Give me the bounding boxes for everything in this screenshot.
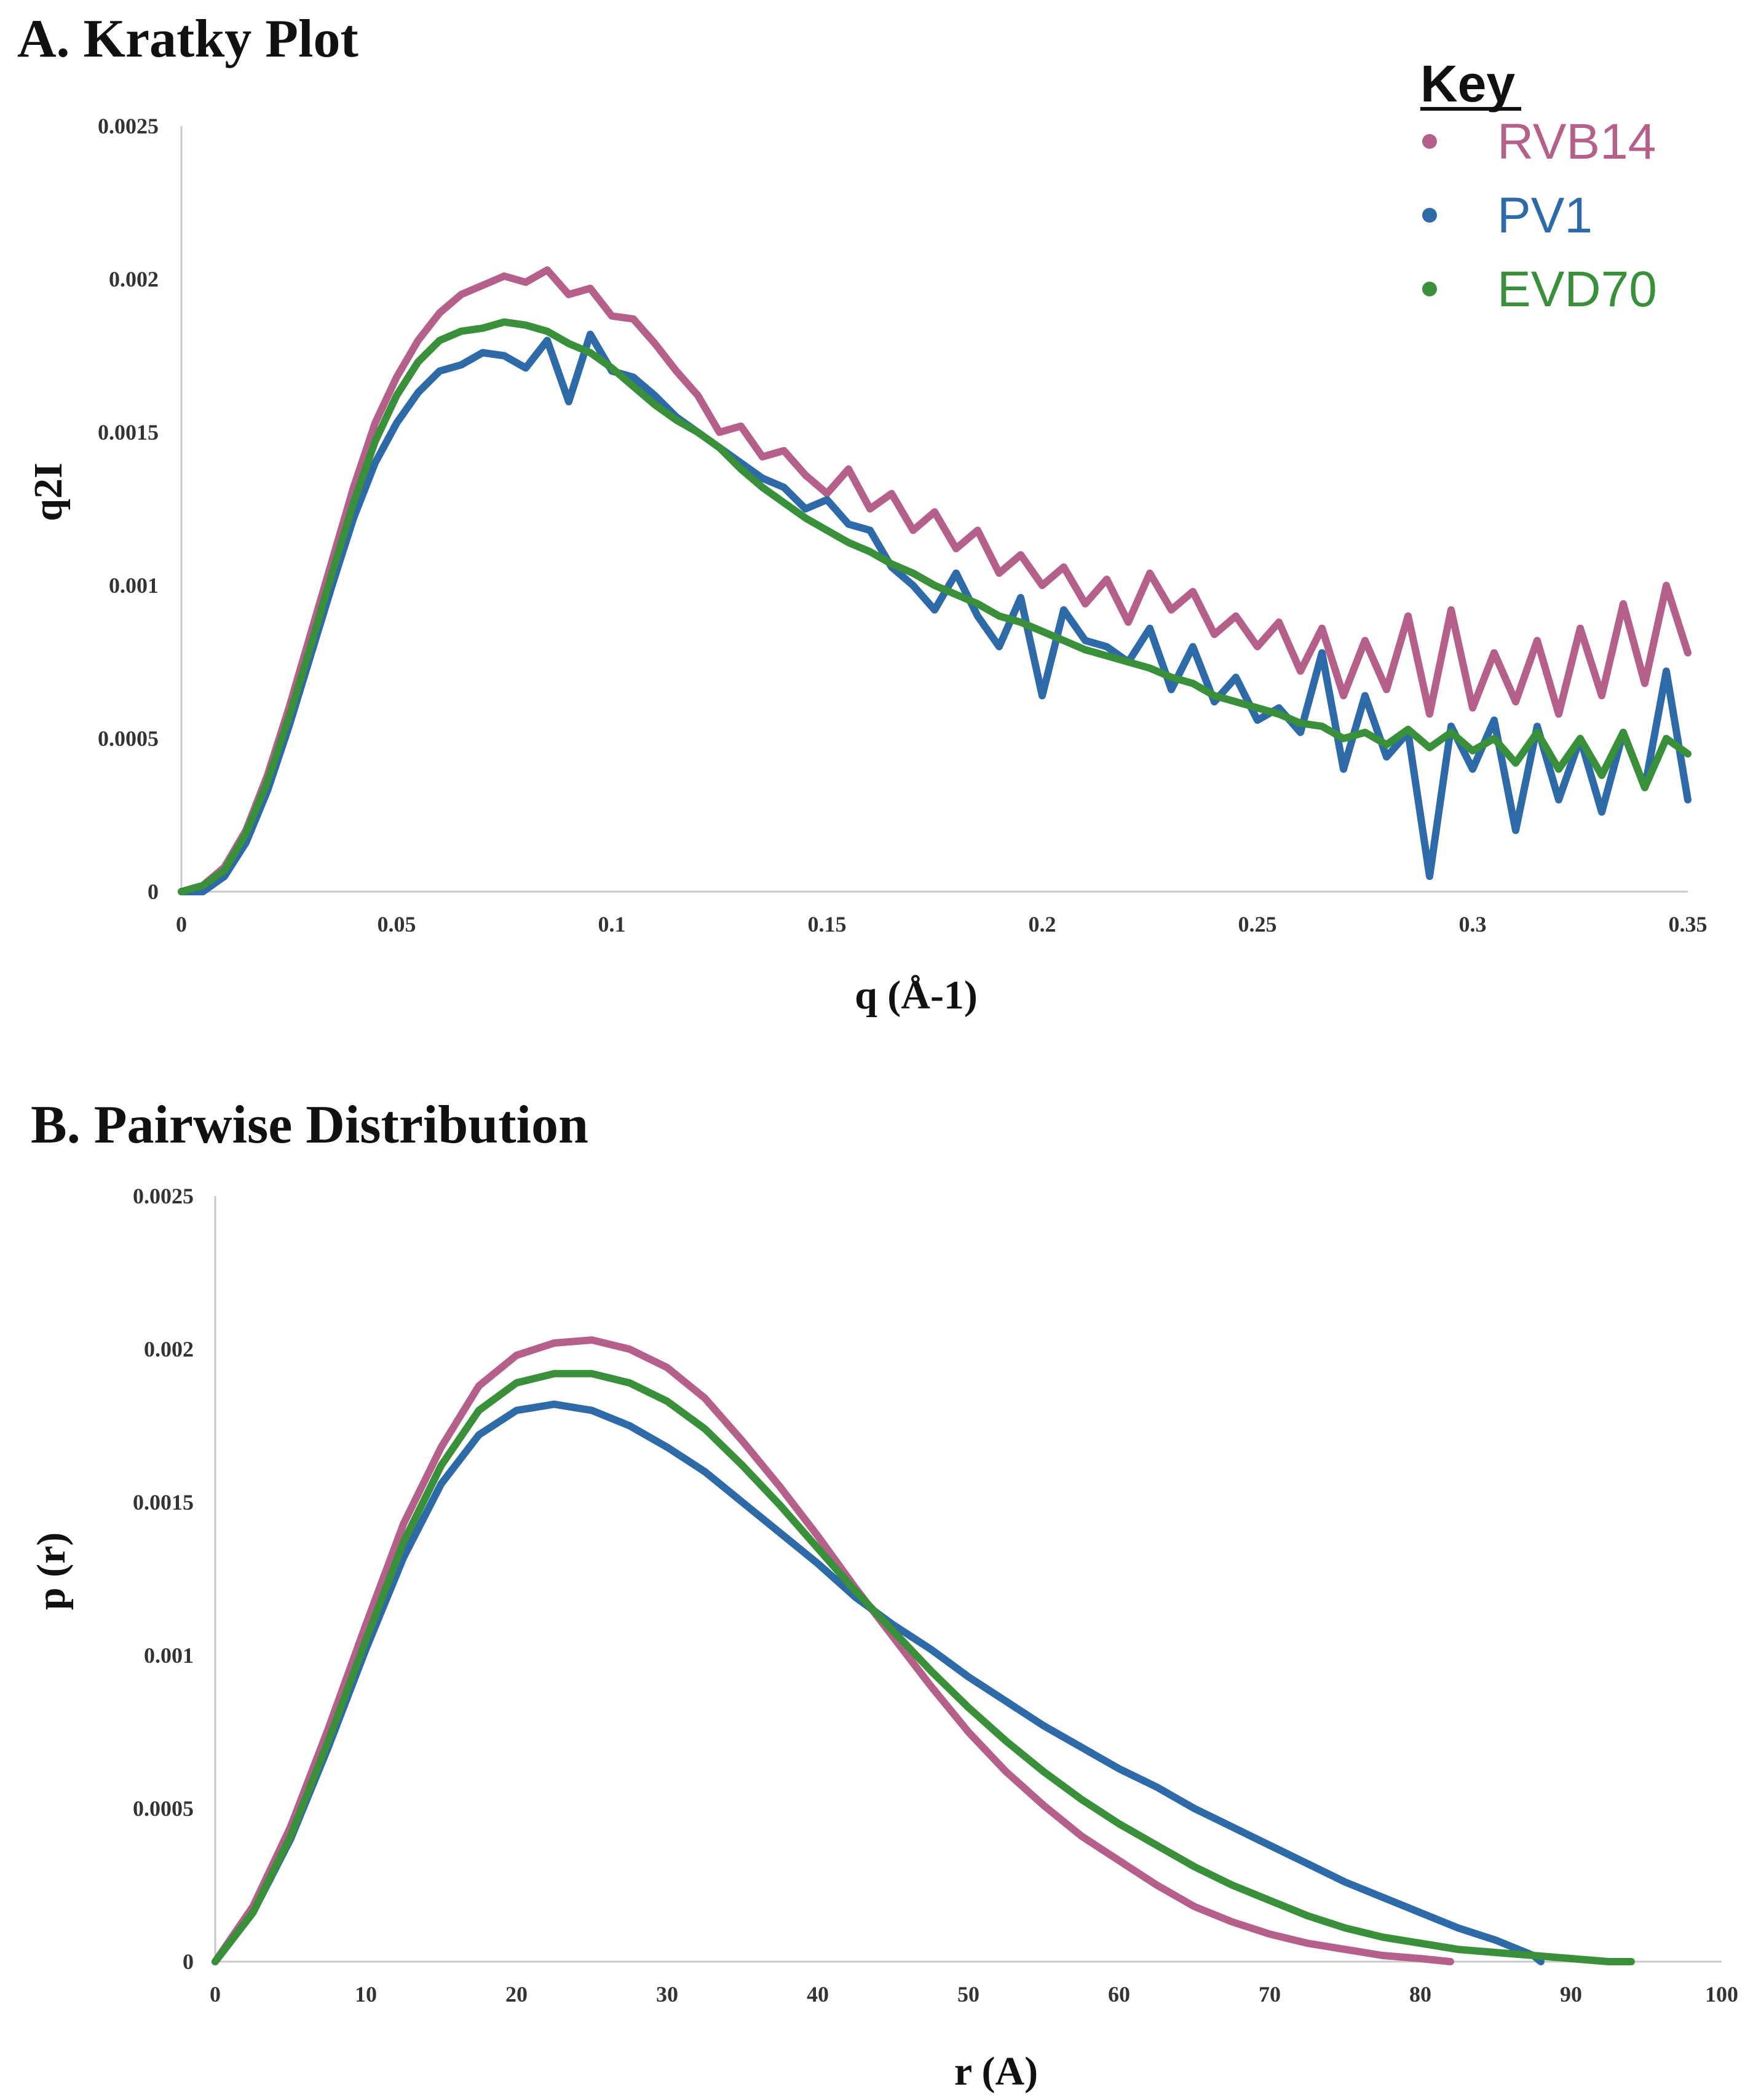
pairwise-series-pv1 — [212, 1400, 1545, 1965]
pairwise-series — [212, 1336, 1635, 1965]
kratky-x-tick-label: 0.1 — [598, 912, 626, 937]
kratky-x-tick-label: 0.2 — [1029, 912, 1056, 937]
legend-label: RVB14 — [1497, 114, 1656, 170]
kratky-series-rvb14 — [178, 266, 1692, 895]
pairwise-x-tick-label: 80 — [1409, 1982, 1431, 2007]
kratky-series-pv1 — [178, 330, 1692, 895]
pairwise-series-rvb14 — [212, 1336, 1454, 1965]
legend: Key RVB14 PV1 EVD70 — [1420, 55, 1657, 317]
pairwise-y-tick-label: 0.0015 — [133, 1490, 194, 1515]
pairwise-series-evd70 — [212, 1369, 1635, 1965]
pairwise-y-label: p (r) — [29, 1532, 74, 1610]
kratky-y-tick-label: 0.0015 — [98, 420, 159, 445]
kratky-x-tick-label: 0.3 — [1459, 912, 1487, 937]
pairwise-x-tick-label: 50 — [957, 1982, 979, 2007]
legend-label: EVD70 — [1497, 261, 1657, 317]
legend-marker — [1422, 134, 1437, 149]
kratky-y-tick-label: 0.001 — [109, 573, 159, 598]
pairwise-y-tick-label: 0 — [183, 1949, 194, 1974]
kratky-y-label: q2I — [26, 462, 71, 521]
kratky-y-ticks: 0 0.0005 0.001 0.0015 0.002 0.0025 — [98, 114, 159, 904]
pairwise-x-tick-label: 10 — [355, 1982, 377, 2007]
panel-b-title: B. Pairwise Distribution — [31, 1095, 588, 1155]
pairwise-y-tick-label: 0.002 — [144, 1337, 194, 1361]
legend-marker — [1422, 282, 1437, 296]
kratky-plot: 0 0.0005 0.001 0.0015 0.002 0.0025 0 0.05 0.1 0.… — [26, 114, 1707, 1018]
pairwise-x-ticks: 0 10 20 30 40 50 60 70 80 90 100 — [210, 1982, 1738, 2007]
legend-label: PV1 — [1497, 188, 1593, 244]
kratky-y-tick-label: 0.0005 — [98, 726, 159, 751]
kratky-x-tick-label: 0.25 — [1238, 912, 1277, 937]
pairwise-x-tick-label: 100 — [1705, 1982, 1738, 2007]
pairwise-x-tick-label: 40 — [807, 1982, 829, 2007]
pairwise-y-tick-label: 0.0005 — [133, 1796, 194, 1821]
kratky-x-tick-label: 0.35 — [1669, 912, 1707, 937]
pairwise-x-tick-label: 30 — [656, 1982, 678, 2007]
kratky-y-tick-label: 0.002 — [109, 267, 159, 291]
pairwise-y-tick-label: 0.0025 — [133, 1184, 194, 1208]
pairwise-x-label: r (A) — [954, 2049, 1038, 2094]
panel-a-title: A. Kratky Plot — [17, 9, 358, 69]
pairwise-x-tick-label: 20 — [505, 1982, 528, 2007]
kratky-x-ticks: 0 0.05 0.1 0.15 0.2 0.25 0.3 0.35 — [176, 912, 1707, 937]
kratky-series-evd70 — [178, 318, 1692, 895]
pairwise-distribution-plot: 0 0.0005 0.001 0.0015 0.002 0.0025 0 10 20 30 40 5… — [29, 1184, 1738, 2094]
kratky-x-tick-label: 0.15 — [808, 912, 847, 937]
legend-marker — [1422, 208, 1437, 223]
pairwise-x-tick-label: 0 — [210, 1982, 221, 2007]
legend-entries: RVB14 PV1 EVD70 — [1422, 114, 1657, 317]
pairwise-x-tick-label: 70 — [1259, 1982, 1281, 2007]
legend-entry-rvb14: RVB14 — [1422, 114, 1656, 170]
kratky-x-tick-label: 0 — [176, 912, 187, 937]
kratky-series — [178, 266, 1692, 895]
legend-title: Key — [1420, 55, 1515, 113]
legend-entry-pv1: PV1 — [1422, 188, 1593, 244]
kratky-x-label: q (Å-1) — [855, 973, 978, 1018]
kratky-y-tick-label: 0.0025 — [98, 114, 159, 138]
pairwise-y-ticks: 0 0.0005 0.001 0.0015 0.002 0.0025 — [133, 1184, 194, 1974]
kratky-x-tick-label: 0.05 — [378, 912, 416, 937]
legend-entry-evd70: EVD70 — [1422, 261, 1657, 317]
pairwise-y-tick-label: 0.001 — [144, 1643, 194, 1668]
pairwise-x-tick-label: 60 — [1108, 1982, 1130, 2007]
kratky-y-tick-label: 0 — [148, 879, 159, 904]
pairwise-x-tick-label: 90 — [1560, 1982, 1582, 2007]
